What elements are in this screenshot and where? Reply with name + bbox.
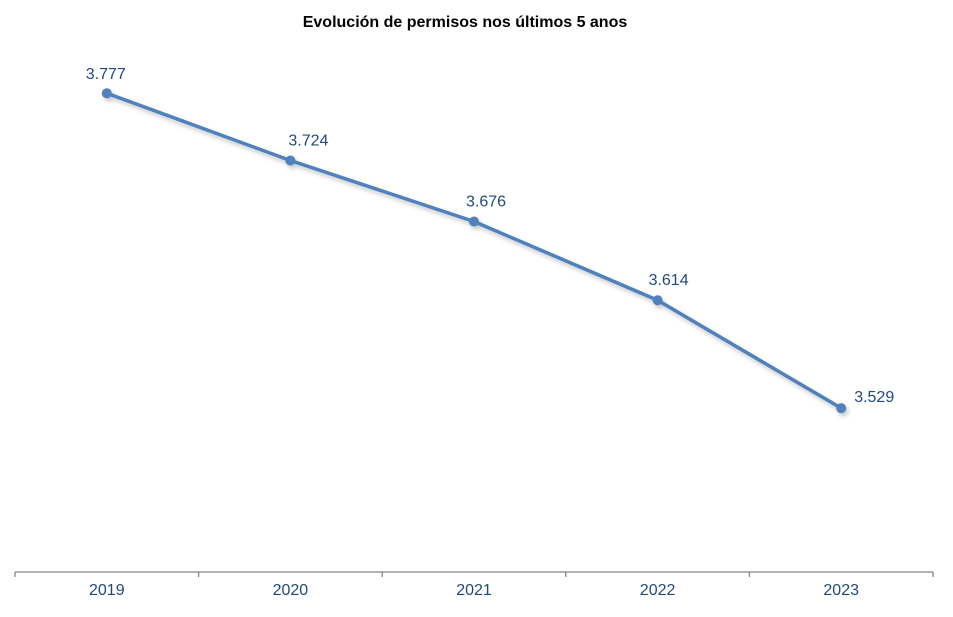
x-axis-label: 2020 bbox=[273, 582, 309, 599]
data-point-label: 3.614 bbox=[649, 272, 689, 289]
x-axis-label: 2021 bbox=[456, 582, 492, 599]
trend-line bbox=[105, 91, 843, 410]
data-point-label: 3.777 bbox=[86, 66, 126, 83]
data-point-label: 3.676 bbox=[466, 193, 506, 210]
x-axis-label: 2022 bbox=[640, 582, 676, 599]
x-axis-label: 2023 bbox=[823, 582, 859, 599]
x-axis-label: 2019 bbox=[89, 582, 125, 599]
data-point-marker bbox=[101, 88, 112, 99]
data-point-label: 3.529 bbox=[854, 389, 894, 406]
data-point-marker bbox=[652, 295, 663, 306]
data-point-marker bbox=[469, 216, 479, 227]
data-series bbox=[101, 88, 847, 414]
data-point-marker bbox=[285, 155, 296, 166]
data-point-marker bbox=[836, 403, 847, 414]
chart-title: Evolución de permisos nos últimos 5 anos bbox=[302, 14, 628, 31]
data-point-label: 3.724 bbox=[288, 133, 328, 150]
